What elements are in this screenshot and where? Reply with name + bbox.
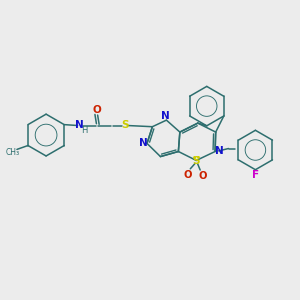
Text: S: S	[193, 156, 200, 166]
Text: CH₃: CH₃	[6, 148, 20, 157]
Text: O: O	[93, 105, 101, 115]
Text: N: N	[214, 146, 224, 156]
Text: N: N	[161, 111, 170, 121]
Text: O: O	[199, 171, 207, 181]
Text: F: F	[252, 170, 259, 180]
Text: H: H	[81, 126, 88, 135]
Text: N: N	[75, 120, 84, 130]
Text: O: O	[184, 170, 192, 180]
Text: S: S	[121, 120, 128, 130]
Text: N: N	[139, 138, 148, 148]
